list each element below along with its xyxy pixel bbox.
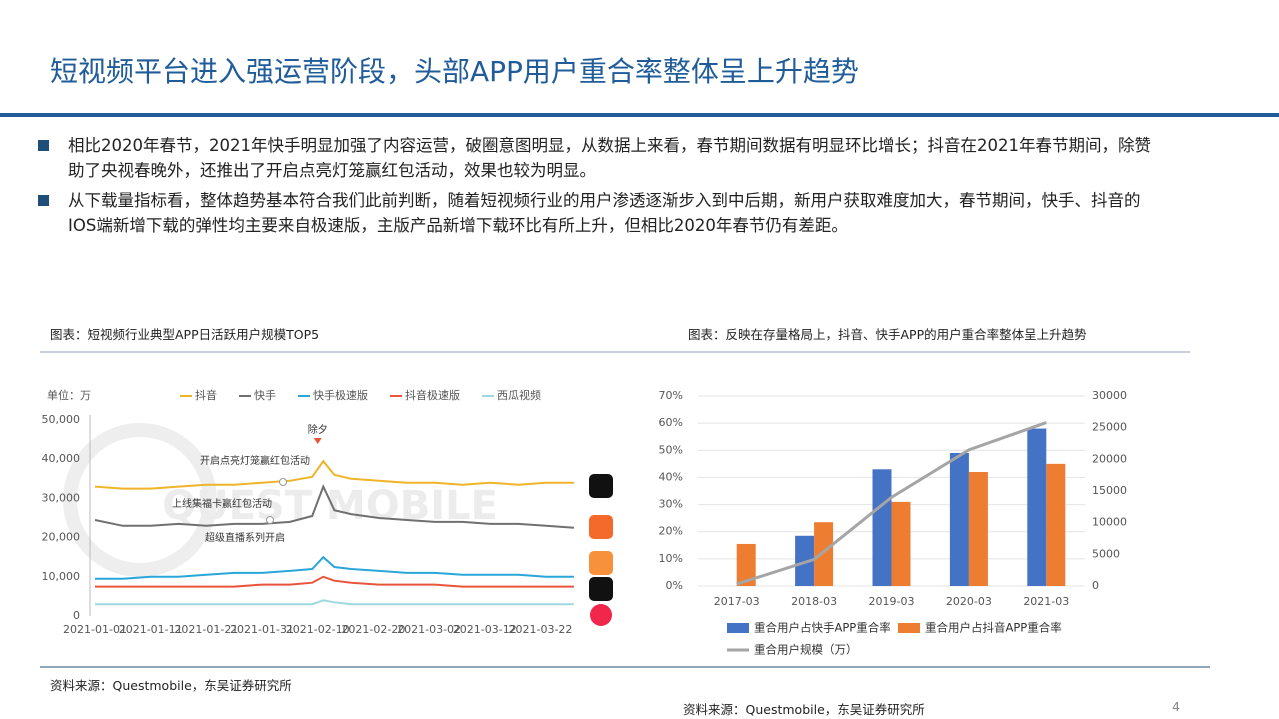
bar <box>814 522 834 586</box>
legend-swatch <box>898 623 920 633</box>
y-tick-label: 40% <box>659 470 683 483</box>
y-tick-label: 20,000 <box>42 531 81 544</box>
y-tick-label: 70% <box>659 389 683 402</box>
bar <box>1027 428 1047 586</box>
legend-label: 重合用户占抖音APP重合率 <box>925 621 1062 635</box>
y-tick-label: 0 <box>73 609 80 622</box>
bar <box>891 501 911 586</box>
x-tick-label: 2019-03 <box>869 595 915 608</box>
app-icon <box>589 577 613 601</box>
page-number: 4 <box>1172 699 1180 714</box>
annotation-marker <box>266 516 274 524</box>
y-tick-label: 50% <box>659 443 683 456</box>
y2-tick-label: 30000 <box>1092 389 1127 402</box>
title-rule <box>0 113 1279 117</box>
series-line <box>94 484 574 529</box>
annotation: 除夕 <box>308 423 328 436</box>
x-tick-label: 2021-02-10 <box>286 623 350 636</box>
x-tick-label: 2021-01-21 <box>174 623 238 636</box>
app-icon <box>589 474 613 498</box>
chart-caption: 图表：短视频行业典型APP日活跃用户规模TOP5 <box>50 327 320 342</box>
bullet: 相比2020年春节，2021年快手明显加强了内容运营，破圈意图明显，从数据上来看… <box>68 136 1151 180</box>
y-tick-label: 20% <box>659 525 683 538</box>
series-line <box>95 555 574 580</box>
x-tick-label: 2021-03-02 <box>397 623 461 636</box>
bar <box>872 469 892 586</box>
bar <box>736 543 756 586</box>
bullet: 从下载量指标看，整体趋势基本符合我们此前判断，随着短视频行业的用户渗透逐渐步入到… <box>68 191 1141 235</box>
app-icon <box>590 604 612 626</box>
chart-caption: 图表：反映在存量格局上，抖音、快手APP的用户重合率整体呈上升趋势 <box>688 327 1087 342</box>
x-tick-label: 2020-03 <box>946 595 992 608</box>
x-tick-label: 2021-01-31 <box>230 623 294 636</box>
y2-tick-label: 0 <box>1092 579 1099 592</box>
bar <box>968 472 988 586</box>
slide-title: 短视频平台进入强运营阶段，头部APP用户重合率整体呈上升趋势 <box>50 55 859 88</box>
legend-label: 抖音 <box>195 388 217 402</box>
y-tick-label: 30,000 <box>42 491 81 504</box>
bullet-marker <box>38 140 49 151</box>
annotation-marker <box>313 438 322 444</box>
bar <box>1046 463 1066 586</box>
left-chart: QUEST MOBILE单位：万010,00020,00030,00040,00… <box>42 388 574 636</box>
right-chart: 0% 10% 20% 30% 40% 50% 60% 70% 0 5000 10000 15000 20… <box>659 389 1127 657</box>
annotation-marker <box>279 478 287 486</box>
series-line <box>736 421 1047 586</box>
x-tick-label: 2021-02-20 <box>341 623 405 636</box>
x-tick-label: 2021-03-12 <box>453 623 517 636</box>
y2-tick-label: 25000 <box>1092 421 1127 434</box>
legend-label: 抖音极速版 <box>405 388 460 402</box>
app-icon <box>589 551 613 575</box>
y2-tick-label: 10000 <box>1092 516 1127 529</box>
annotation: 上线集福卡赢红包活动 <box>172 497 272 510</box>
legend-label: 西瓜视频 <box>497 388 541 402</box>
series-line <box>94 459 574 490</box>
series-line <box>95 575 574 588</box>
legend-label: 重合用户规模（万） <box>754 643 858 657</box>
watermark-logo <box>63 423 217 577</box>
x-tick-label: 2021-01-01 <box>63 623 127 636</box>
y2-tick-label: 5000 <box>1092 547 1120 560</box>
x-tick-label: 2018-03 <box>791 595 837 608</box>
legend-label: 重合用户占快手APP重合率 <box>754 621 891 635</box>
chart-source: 资料来源：Questmobile，东吴证券研究所 <box>50 678 292 693</box>
x-tick-label: 2021-01-11 <box>119 623 183 636</box>
series-line <box>95 599 574 606</box>
legend-label: 快手 <box>254 388 276 402</box>
y-tick-label: 0% <box>666 579 683 592</box>
x-tick-label: 2021-03-22 <box>508 623 572 636</box>
y-tick-label: 10% <box>659 552 683 565</box>
y-tick-label: 30% <box>659 498 683 511</box>
bullet-marker <box>38 195 49 206</box>
x-tick-label: 2017-03 <box>714 595 760 608</box>
y-tick-label: 40,000 <box>42 452 81 465</box>
y-tick-label: 10,000 <box>42 570 81 583</box>
x-tick-label: 2021-03 <box>1023 595 1069 608</box>
bar <box>949 453 969 586</box>
app-icon <box>589 515 613 539</box>
legend-label: 快手极速版 <box>313 388 368 402</box>
annotation: 超级直播系列开启 <box>205 531 285 544</box>
unit-label: 单位：万 <box>47 388 91 402</box>
y2-tick-label: 20000 <box>1092 452 1127 465</box>
y2-tick-label: 15000 <box>1092 484 1127 497</box>
source: 资料来源：Questmobile，东吴证券研究所 <box>683 702 925 717</box>
annotation: 开启点亮灯笼赢红包活动 <box>200 454 310 467</box>
y-tick-label: 50,000 <box>42 413 81 426</box>
legend-swatch <box>727 623 749 633</box>
y-tick-label: 60% <box>659 416 683 429</box>
